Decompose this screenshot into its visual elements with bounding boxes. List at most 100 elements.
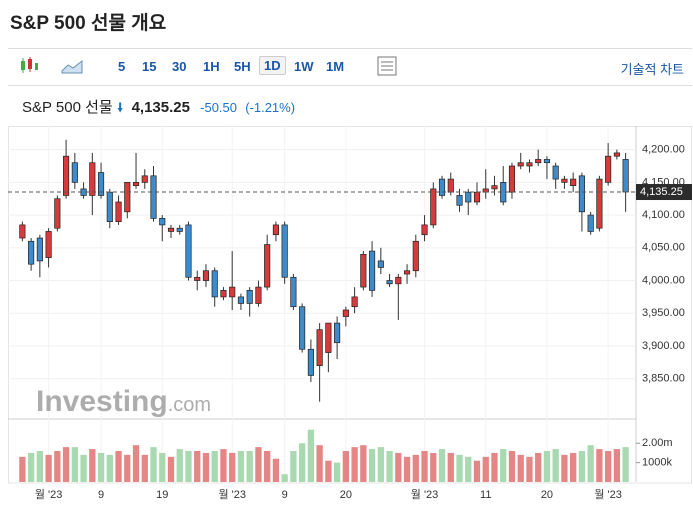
watermark-main: Investing <box>36 385 168 418</box>
volume-bar <box>246 451 253 482</box>
candle-body <box>237 296 245 304</box>
candle-body <box>316 329 323 366</box>
interval-button[interactable]: 1W <box>294 59 314 74</box>
down-arrow: 🠛 <box>116 100 124 115</box>
candle-body <box>342 309 349 317</box>
x-tick-label: 월 '23 <box>411 488 439 501</box>
candle-body <box>552 165 559 180</box>
candle-body <box>159 218 166 226</box>
indicator-icon[interactable] <box>376 55 398 77</box>
candle-body <box>613 152 620 157</box>
watermark-suffix: .com <box>168 394 211 416</box>
y-tick-label: 4,050.00 <box>642 242 685 254</box>
y-tick-label: 4,000.00 <box>642 274 685 286</box>
candle-body <box>115 201 122 222</box>
volume-bar <box>456 454 463 482</box>
volume-bar <box>386 451 393 482</box>
volume-bar <box>115 451 122 482</box>
candle-body <box>71 162 78 183</box>
volume-bar <box>613 449 621 482</box>
volume-bar <box>176 449 183 482</box>
chart: 3,850.00 3,900.00 3,950.00 4,000.00 4,050.00… <box>8 126 692 501</box>
candle-body <box>63 155 70 196</box>
technical-chart-link[interactable]: 기술적 차트 <box>620 62 684 77</box>
y-tick-label: 3,850.00 <box>642 373 685 385</box>
candle-body <box>299 306 306 350</box>
candle-body <box>465 191 472 203</box>
volume-bar <box>106 454 113 482</box>
candle-body <box>543 159 551 164</box>
candle-body <box>421 224 428 236</box>
volume-bar <box>211 451 218 482</box>
candle-body <box>290 276 297 308</box>
volume-bar <box>333 462 341 482</box>
volume-bar <box>159 452 166 482</box>
candle-body <box>124 182 131 213</box>
quote-change-pct: (-1.21%) <box>245 100 296 115</box>
volume-bar <box>552 449 559 482</box>
volume-bar <box>54 451 61 482</box>
candle-body <box>28 240 35 265</box>
candle-body <box>45 231 52 258</box>
interval-button[interactable]: 15 <box>142 59 157 74</box>
x-tick-label: 9 <box>282 489 288 501</box>
candle-body <box>194 276 201 281</box>
candle-body <box>622 159 629 193</box>
candle-body <box>97 172 105 196</box>
candle-body <box>185 224 192 278</box>
volume-bar <box>237 451 245 482</box>
candle-body <box>89 162 96 196</box>
volume-bar <box>62 447 70 482</box>
candle-body <box>281 224 288 278</box>
volume-bar <box>465 456 472 482</box>
volume-bar <box>89 449 96 482</box>
y2-tick-label: 2.00m <box>642 437 673 449</box>
candle-body <box>508 165 516 193</box>
volume-bar <box>342 451 350 482</box>
candle-body <box>202 270 210 281</box>
x-tick-label: 9 <box>98 489 104 501</box>
volume-bar <box>185 451 192 482</box>
quote-change: -50.50 <box>200 100 238 115</box>
volume-bar <box>229 452 236 482</box>
candle-icon[interactable] <box>18 55 40 77</box>
volume-bar <box>430 452 437 482</box>
volume-bar <box>543 451 551 482</box>
interval-button[interactable]: 30 <box>172 59 187 74</box>
volume-bar <box>500 449 507 482</box>
interval-button[interactable]: 1D <box>259 56 286 75</box>
volume-bar <box>360 445 367 482</box>
quote-price: 4,135.25 <box>131 99 190 116</box>
candle-body <box>272 224 279 236</box>
candle-body <box>19 224 26 239</box>
volume-bar <box>132 445 140 482</box>
candle-body <box>412 240 419 272</box>
volume-bar <box>298 443 306 482</box>
candle-body <box>526 162 533 167</box>
volume-bar <box>368 449 376 482</box>
interval-button[interactable]: 1M <box>326 59 345 74</box>
plot-border <box>8 126 692 484</box>
area-icon[interactable] <box>60 57 84 75</box>
x-tick-label: 20 <box>340 489 352 501</box>
candle-body <box>447 178 454 193</box>
x-tick-label: 19 <box>156 489 168 501</box>
interval-button[interactable]: 1H <box>203 59 220 74</box>
candle-body <box>596 178 603 229</box>
volume-bar <box>491 452 498 482</box>
candle-body <box>54 198 61 229</box>
interval-button[interactable]: 5H <box>234 59 251 74</box>
y-tick-label: 3,950.00 <box>642 307 685 319</box>
y-tick-label: 4,200.00 <box>642 144 685 156</box>
last-price-label: 4,135.25 <box>640 186 683 198</box>
candle-body <box>176 227 183 232</box>
candle-body <box>36 237 43 262</box>
interval-button[interactable]: 5 <box>118 59 126 74</box>
candle-body <box>106 191 113 222</box>
volume-bar <box>412 454 419 482</box>
volume-bar <box>526 456 533 482</box>
volume-bar <box>19 456 26 482</box>
volume-bar <box>438 449 446 482</box>
y-tick-label: 3,900.00 <box>642 340 685 352</box>
